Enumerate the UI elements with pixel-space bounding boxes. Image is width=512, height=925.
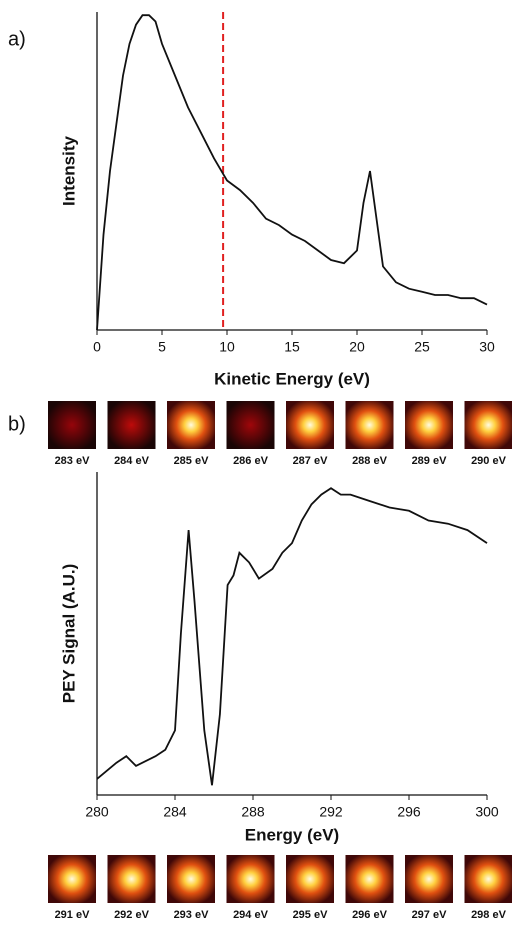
x-tick-label: 280 <box>85 804 109 820</box>
panel-label: b) <box>8 413 26 435</box>
thumbnail-label: 287 eV <box>293 455 329 467</box>
x-axis-label: Kinetic Energy (eV) <box>214 369 370 388</box>
thumbnail-label: 284 eV <box>114 455 150 467</box>
thumbnail-label: 285 eV <box>174 455 210 467</box>
panel-label: a) <box>8 28 26 50</box>
figure: a) b) 0 5 10 15 20 25 30 Kinetic Energy (eV) Int… <box>0 0 512 925</box>
y-axis-label: Intensity <box>59 136 78 206</box>
thumbnail-label: 289 eV <box>412 455 448 467</box>
x-tick-label: 20 <box>349 339 365 355</box>
thumbnail-label: 292 eV <box>114 909 150 921</box>
thumbnail <box>227 855 275 903</box>
x-tick-label: 15 <box>284 339 300 355</box>
thumbnail <box>48 401 96 449</box>
y-axis-label: PEY Signal (A.U.) <box>59 564 78 704</box>
thumbnail <box>405 401 453 449</box>
thumbnail-label: 283 eV <box>55 455 91 467</box>
x-tick-label: 300 <box>475 804 499 820</box>
thumbnail-label: 286 eV <box>233 455 269 467</box>
thumbnail <box>465 855 512 903</box>
thumbnail <box>346 855 394 903</box>
thumbnail-label: 298 eV <box>471 909 507 921</box>
x-tick-label: 296 <box>397 804 421 820</box>
thumbnail-label: 290 eV <box>471 455 507 467</box>
thumbnail <box>405 855 453 903</box>
x-tick-label: 10 <box>219 339 235 355</box>
x-tick-label: 25 <box>414 339 430 355</box>
x-tick-label: 30 <box>479 339 495 355</box>
thumbnail <box>108 855 156 903</box>
thumbnail <box>465 401 512 449</box>
x-tick-label: 288 <box>241 804 265 820</box>
thumbnail-label: 288 eV <box>352 455 388 467</box>
data-line <box>97 15 487 330</box>
x-tick-label: 5 <box>158 339 166 355</box>
thumbnail-label: 291 eV <box>55 909 91 921</box>
x-tick-label: 292 <box>319 804 343 820</box>
x-tick-label: 0 <box>93 339 101 355</box>
data-line <box>97 488 487 785</box>
x-tick-label: 284 <box>163 804 187 820</box>
thumbnail <box>48 855 96 903</box>
thumbnail-label: 293 eV <box>174 909 210 921</box>
thumbnail <box>167 401 215 449</box>
thumbnail <box>286 401 334 449</box>
thumbnail <box>286 855 334 903</box>
thumbnail-label: 296 eV <box>352 909 388 921</box>
thumbnail <box>108 401 156 449</box>
thumbnail <box>346 401 394 449</box>
thumbnail-label: 297 eV <box>412 909 448 921</box>
thumbnail-label: 294 eV <box>233 909 269 921</box>
x-axis-label: Energy (eV) <box>245 825 339 844</box>
thumbnail <box>167 855 215 903</box>
thumbnail-label: 295 eV <box>293 909 329 921</box>
thumbnail <box>227 401 275 449</box>
